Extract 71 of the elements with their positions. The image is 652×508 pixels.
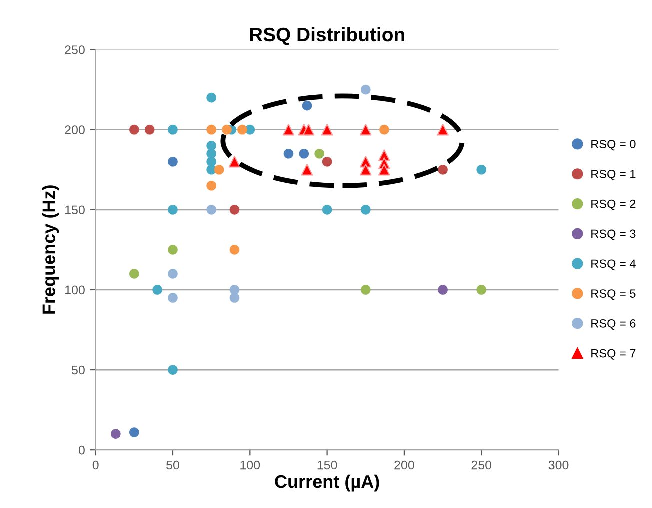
point — [168, 269, 178, 279]
y-tick-label: 100 — [66, 286, 85, 295]
point — [322, 204, 332, 215]
legend-label: RSQ = 6 — [592, 319, 636, 330]
x-tick-label: 0 — [92, 460, 99, 470]
point — [438, 285, 448, 295]
point — [238, 124, 248, 135]
point — [360, 124, 372, 136]
point — [476, 164, 487, 175]
point — [476, 285, 487, 295]
point — [301, 164, 314, 176]
point — [206, 180, 216, 191]
x-tick-label: 50 — [166, 460, 180, 470]
x-tick-label: 300 — [548, 460, 569, 470]
y-tick-label: 150 — [66, 206, 85, 215]
point — [230, 204, 240, 215]
point — [302, 124, 315, 136]
point — [360, 84, 371, 95]
point — [299, 148, 310, 159]
x-tick-label: 100 — [240, 460, 260, 470]
point — [228, 156, 241, 168]
x-tick-label: 250 — [472, 460, 492, 470]
point — [214, 164, 224, 175]
legend-label: RSQ = 0 — [592, 140, 636, 151]
point — [437, 124, 449, 136]
point — [206, 204, 216, 215]
legend-label: RSQ = 5 — [592, 290, 636, 300]
point — [230, 293, 240, 303]
point — [322, 156, 332, 167]
point — [378, 164, 390, 176]
point — [284, 148, 294, 159]
y-axis-title: Frequency (Hz) — [42, 186, 60, 314]
chart-title: RSQ Distribution — [250, 27, 404, 46]
point — [206, 92, 216, 103]
point — [168, 245, 178, 255]
legend-label: RSQ = 3 — [592, 230, 636, 240]
y-tick-label: 0 — [78, 446, 85, 455]
point — [168, 156, 178, 167]
point — [230, 285, 240, 295]
point — [130, 124, 140, 135]
point — [168, 204, 178, 215]
legend-label: RSQ = 2 — [592, 200, 636, 210]
point — [206, 124, 216, 135]
point — [321, 124, 334, 136]
point — [168, 124, 178, 135]
point — [379, 124, 390, 135]
point — [314, 148, 324, 159]
y-tick-label: 50 — [72, 366, 85, 375]
x-axis-title: Current (µA) — [275, 474, 380, 492]
x-tick-label: 200 — [394, 460, 414, 470]
point — [360, 164, 372, 176]
point — [144, 124, 155, 135]
point — [438, 164, 448, 175]
point — [222, 124, 232, 135]
point — [130, 428, 140, 438]
point — [360, 204, 371, 215]
point — [168, 293, 178, 303]
point — [282, 124, 295, 136]
point — [130, 269, 140, 279]
legend-label: RSQ = 7 — [592, 349, 636, 360]
legend-label: RSQ = 4 — [592, 260, 636, 270]
point — [168, 365, 178, 375]
y-tick-label: 250 — [65, 46, 85, 54]
point — [360, 285, 371, 295]
legend-label: RSQ = 1 — [592, 170, 636, 180]
y-tick-label: 200 — [65, 126, 85, 134]
point — [110, 429, 121, 439]
point — [152, 285, 162, 295]
x-tick-label: 150 — [318, 460, 338, 470]
point — [230, 245, 240, 255]
point — [302, 100, 312, 111]
